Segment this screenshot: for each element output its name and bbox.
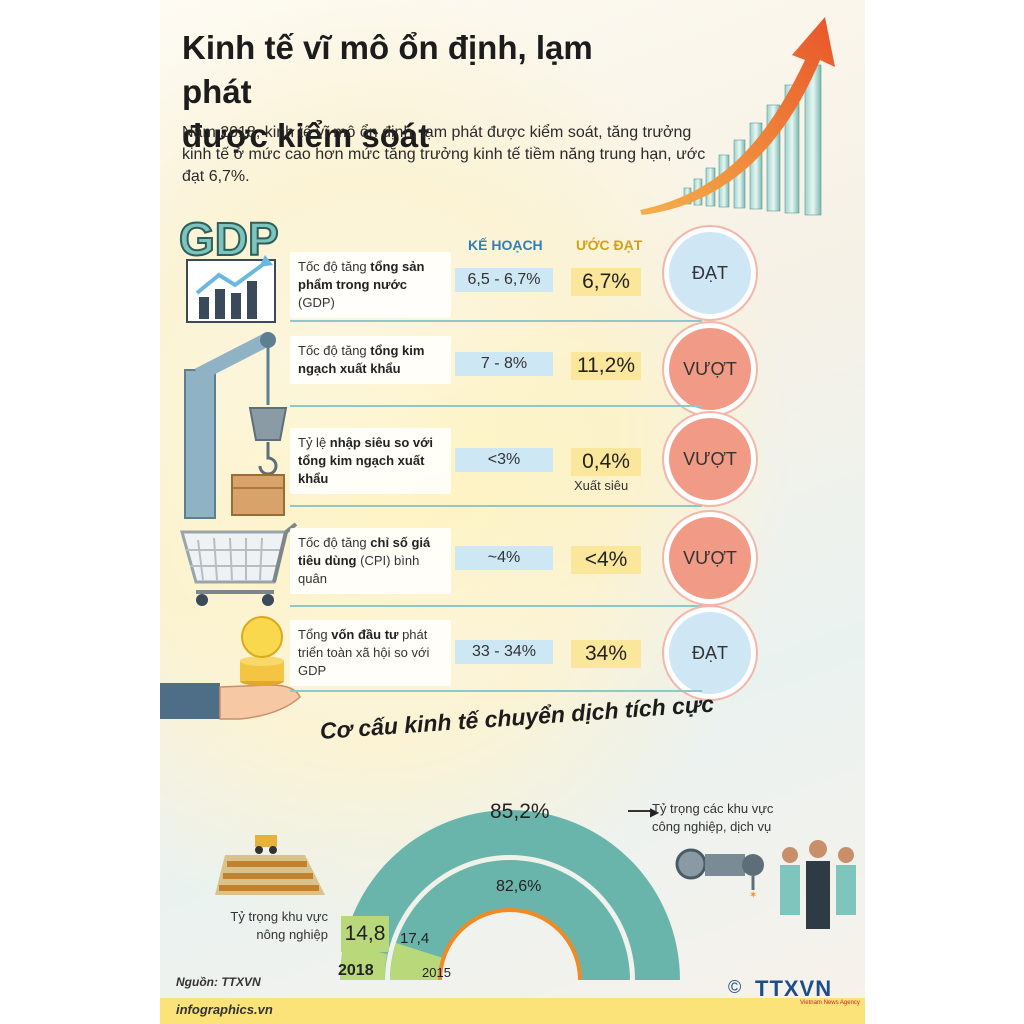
actual-value-import: 0,4% — [571, 448, 641, 476]
business-people-icon — [780, 840, 856, 929]
copyright-icon: © — [728, 977, 742, 997]
footer-bar — [160, 998, 865, 1024]
row-divider — [290, 320, 702, 322]
row-divider — [290, 405, 702, 407]
outer-ring-agri-2018 — [340, 944, 387, 980]
indicator-label-import: Tỷ lệ nhập siêu so với tổng kim ngạch xu… — [290, 428, 451, 494]
indicator-label-investment: Tổng vốn đầu tư phát triển toàn xã hội s… — [290, 620, 451, 686]
indicator-label-export: Tốc độ tăng tổng kim ngạch xuất khẩu — [290, 336, 451, 384]
semi-donut-chart — [340, 810, 680, 981]
infographic-poster: Kinh tế vĩ mô ổn định, lạm phát được kiể… — [160, 0, 865, 1024]
indicator-label-cpi: Tốc độ tăng chỉ số giá tiêu dùng (CPI) b… — [290, 528, 451, 594]
inner-value-label: 82,6% — [496, 878, 542, 895]
outer-ring-industry-2018 — [340, 810, 680, 980]
plan-value-export: 7 - 8% — [455, 352, 553, 376]
year-2015-label: 2015 — [422, 965, 451, 980]
actual-value-export: 11,2% — [571, 352, 641, 380]
plan-value-cpi: ~4% — [455, 546, 553, 570]
status-badge-export: VƯỢT — [669, 328, 751, 410]
actual-note-import: Xuất siêu — [574, 478, 629, 493]
indicator-label-gdp: Tốc độ tăng tổng sản phẩm trong nước (GD… — [290, 252, 451, 318]
site-link[interactable]: infographics.vn — [176, 1002, 273, 1017]
hand-with-coins-icon — [160, 616, 301, 720]
outer-value-label: 85,2% — [490, 800, 550, 823]
growth-bars-illustration — [640, 17, 835, 216]
agri-2018-value: 14,8 — [341, 916, 389, 952]
row-divider — [290, 505, 702, 507]
farm-field-icon — [215, 835, 325, 895]
row-divider — [290, 690, 702, 692]
status-badge-investment: ĐẠT — [669, 612, 751, 694]
shopping-cart-icon — [180, 522, 298, 606]
page-title: Kinh tế vĩ mô ổn định, lạm phát được kiể… — [182, 26, 662, 158]
agency-name: Vietnam News Agency — [800, 1000, 860, 1006]
actual-value-cpi: <4% — [571, 546, 641, 574]
status-badge-gdp: ĐẠT — [669, 232, 751, 314]
industrial-machine-icon: ✶ — [675, 848, 764, 900]
year-2018-label: 2018 — [338, 962, 374, 979]
gdp-chart-icon: GDP — [178, 212, 280, 323]
plan-value-investment: 33 - 34% — [455, 640, 553, 664]
inner-ring-industry-2015 — [390, 860, 630, 980]
column-header-actual: ƯỚC ĐẠT — [576, 237, 643, 253]
svg-text:GDP: GDP — [179, 213, 279, 265]
actual-value-investment: 34% — [571, 640, 641, 668]
section-heading-structure: Cơ cấu kinh tế chuyển dịch tích cực — [319, 690, 715, 744]
intro-text: Năm 2018, kinh tế vĩ mô ổn định, lạm phá… — [182, 124, 706, 185]
ttxvn-logo: TTXVN — [755, 976, 833, 1001]
column-header-plan: KẾ HOẠCH — [468, 237, 543, 253]
source-label: Nguồn: TTXVN — [176, 975, 261, 989]
title-line-1: Kinh tế vĩ mô ổn định, lạm phát — [182, 29, 593, 110]
svg-text:✶: ✶ — [749, 890, 757, 900]
agri-share-label: Tỷ trọng khu vực nông nghiệp — [230, 909, 328, 942]
status-badge-cpi: VƯỢT — [669, 517, 751, 599]
title-line-2: được kiểm soát — [182, 117, 430, 154]
pointer-arrow-head: ▶ — [650, 805, 660, 819]
industry-share-label: Tỷ trọng các khu vực công nghiệp, dịch v… — [652, 801, 774, 834]
pointer-arrow-line — [628, 810, 654, 812]
plan-value-import: <3% — [455, 448, 553, 472]
row-divider — [290, 605, 702, 607]
agri-2015-value: 17,4 — [400, 930, 430, 947]
actual-value-gdp: 6,7% — [571, 268, 641, 296]
plan-value-gdp: 6,5 - 6,7% — [455, 268, 553, 292]
crane-icon — [184, 331, 288, 519]
inner-ring-agri-2015 — [390, 943, 443, 980]
status-badge-import: VƯỢT — [669, 418, 751, 500]
